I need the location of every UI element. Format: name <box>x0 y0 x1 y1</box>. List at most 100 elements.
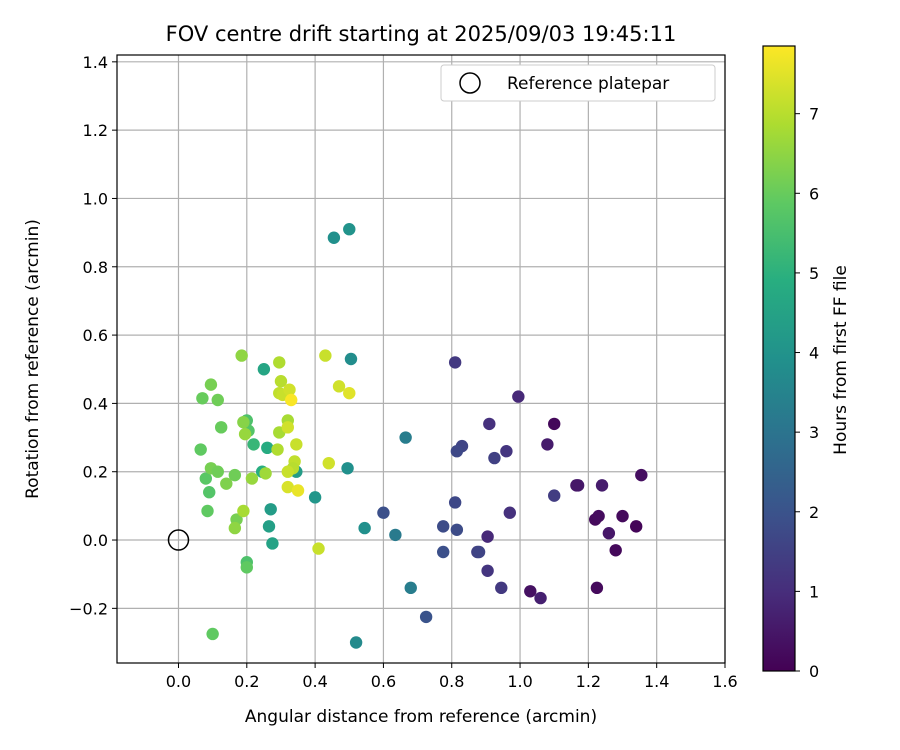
data-point <box>281 465 294 478</box>
data-point <box>448 356 462 369</box>
data-point <box>534 591 547 605</box>
data-point <box>472 545 486 559</box>
data-point <box>237 504 250 518</box>
grid <box>117 55 726 663</box>
data-point <box>341 462 354 475</box>
data-point <box>237 415 250 429</box>
data-point <box>308 491 322 504</box>
data-point <box>196 392 209 405</box>
y-tick-label: 1.4 <box>83 53 108 72</box>
y-tick-label: 0.8 <box>83 258 108 277</box>
data-point <box>437 520 450 533</box>
data-point <box>592 509 605 523</box>
data-point <box>274 375 288 388</box>
data-point <box>500 445 513 458</box>
data-point <box>635 468 648 482</box>
data-point <box>262 520 276 533</box>
data-point <box>206 627 219 641</box>
data-point <box>437 545 450 559</box>
data-point <box>312 542 325 555</box>
data-point <box>271 443 284 456</box>
y-tick-label: −0.2 <box>69 599 108 618</box>
y-axis-ticks: −0.2 0.0 0.2 0.4 0.6 0.8 1.0 1.2 1.4 <box>69 53 117 618</box>
colorbar-tick-label: 6 <box>809 184 819 203</box>
y-tick-label: 1.0 <box>83 189 108 208</box>
data-point <box>259 467 272 480</box>
data-point <box>264 503 277 516</box>
chart-title: FOV centre drift starting at 2025/09/03 … <box>166 22 677 46</box>
data-point <box>419 610 433 624</box>
data-point <box>548 417 561 431</box>
colorbar-tick-label: 0 <box>809 662 819 681</box>
data-point <box>240 561 253 574</box>
data-point <box>541 438 554 451</box>
data-point <box>322 456 335 470</box>
x-tick-label: 0.8 <box>439 672 464 691</box>
legend-label: Reference platepar <box>507 74 669 94</box>
data-point <box>481 564 494 577</box>
data-point <box>228 468 242 482</box>
data-point <box>285 393 298 407</box>
data-point <box>358 521 371 535</box>
data-point <box>220 477 233 490</box>
legend-marker-icon <box>459 72 481 94</box>
colorbar-ticks: 0 1 2 3 4 5 6 7 <box>795 105 819 681</box>
data-point <box>332 380 346 393</box>
x-tick-label: 1.0 <box>507 672 532 691</box>
colorbar-tick-label: 1 <box>809 582 819 601</box>
plot-frame <box>116 54 726 664</box>
y-tick-label: 1.2 <box>83 121 108 140</box>
y-tick-label: 0.2 <box>83 463 108 482</box>
colorbar-tick-label: 7 <box>809 105 819 124</box>
data-point <box>399 431 412 444</box>
data-point <box>404 581 417 595</box>
y-axis-label: Rotation from reference (arcmin) <box>23 219 43 499</box>
data-point <box>548 489 561 502</box>
data-point <box>524 585 537 598</box>
data-point <box>450 445 464 458</box>
data-point <box>281 480 294 494</box>
colorbar-label: Hours from first FF file <box>831 265 851 455</box>
data-point <box>199 472 213 485</box>
x-tick-label: 0.0 <box>166 672 191 691</box>
data-point <box>257 363 271 376</box>
data-point <box>245 472 259 485</box>
data-point <box>349 636 363 649</box>
data-point <box>512 390 525 403</box>
colorbar-tick-label: 2 <box>809 503 819 522</box>
data-point <box>344 352 358 366</box>
data-point <box>595 479 609 492</box>
data-point <box>194 443 207 456</box>
data-point <box>235 349 248 362</box>
data-point <box>203 486 216 499</box>
data-point <box>228 521 242 535</box>
colorbar-tick-label: 4 <box>809 344 819 363</box>
data-point <box>389 528 402 542</box>
data-point <box>488 451 501 465</box>
legend-box <box>440 64 716 102</box>
colorbar-tick-label: 5 <box>809 264 819 283</box>
data-point <box>327 231 341 244</box>
data-point <box>343 386 356 400</box>
colorbar-gradient <box>762 45 796 672</box>
data-point <box>290 438 303 451</box>
data-point <box>291 484 305 497</box>
x-tick-label: 1.2 <box>576 672 601 691</box>
data-point <box>238 427 252 441</box>
x-tick-label: 0.6 <box>371 672 396 691</box>
data-point <box>266 537 279 550</box>
data-point <box>602 527 616 540</box>
data-point <box>273 356 286 369</box>
data-point <box>283 383 296 396</box>
data-point <box>570 479 583 492</box>
data-point <box>448 496 462 509</box>
data-point <box>450 523 464 536</box>
data-point <box>590 581 604 595</box>
y-tick-label: 0.4 <box>83 394 108 413</box>
data-point <box>481 530 494 543</box>
data-point <box>629 520 643 533</box>
legend: Reference platepar <box>440 64 716 102</box>
data-point <box>214 421 228 434</box>
colorbar-tick-label: 3 <box>809 423 819 442</box>
